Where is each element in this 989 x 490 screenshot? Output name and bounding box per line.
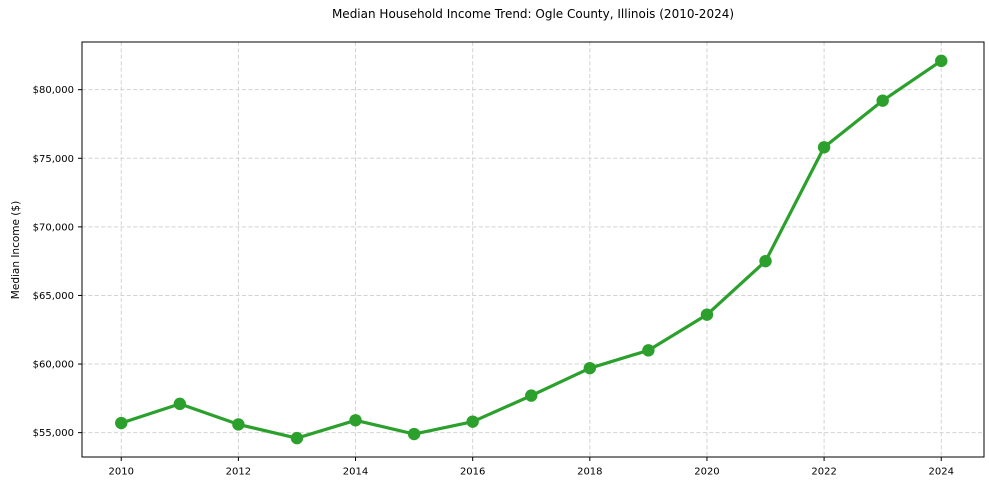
chart-title: Median Household Income Trend: Ogle Coun… [331,7,735,21]
y-tick-label: $70,000 [33,222,74,233]
data-point [173,397,187,411]
x-tick-label: 2016 [460,467,485,478]
data-point [817,141,831,154]
data-point [290,431,304,445]
data-point [876,94,889,107]
data-point [935,54,948,68]
data-point [115,416,128,430]
data-point [349,414,362,427]
plot-border [81,41,985,458]
x-tick-label: 2020 [694,467,719,478]
data-point [642,344,655,357]
y-tick-label: $55,000 [33,428,74,439]
x-tick-label: 2010 [109,467,134,478]
data-point [525,389,538,402]
data-point [466,415,479,428]
x-tick-label: 2012 [226,467,251,478]
y-tick-label: $60,000 [33,360,74,371]
x-tick-label: 2014 [343,467,368,478]
data-point [232,418,245,431]
data-point [759,254,772,268]
data-point [700,308,714,321]
data-point [583,361,597,375]
x-tick-label: 2018 [577,467,602,478]
x-tick-label: 2022 [811,467,836,478]
data-point [407,427,421,441]
y-tick-label: $65,000 [33,291,74,302]
x-tick-label: 2024 [929,467,954,478]
y-tick-label: $80,000 [33,85,74,96]
y-tick-label: $75,000 [33,154,74,165]
trend-line [119,59,943,440]
